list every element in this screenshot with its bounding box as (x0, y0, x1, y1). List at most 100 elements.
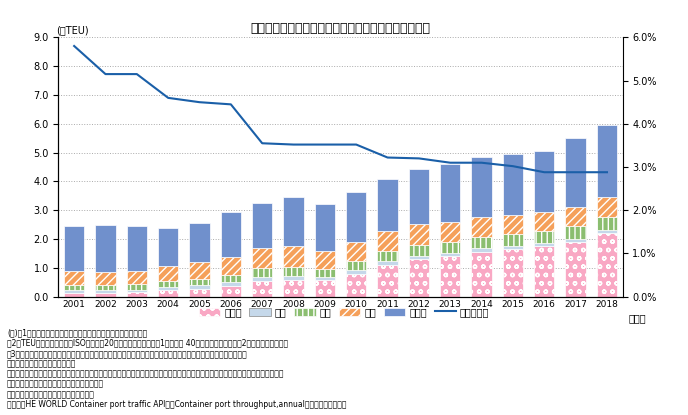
Bar (409, 169, 429, 225)
Bar (64, 293, 85, 297)
Bar (252, 277, 272, 281)
Bar (503, 154, 523, 215)
Bar (127, 271, 147, 284)
Bar (534, 246, 555, 297)
Bar (283, 246, 303, 267)
Bar (189, 289, 210, 297)
Bar (221, 257, 241, 275)
Legend: アジア, 日本, 北米, 欧州, その他, 日本シェア: アジア, 日本, 北米, 欧州, その他, 日本シェア (195, 303, 493, 321)
Bar (189, 223, 210, 262)
Bar (283, 276, 303, 280)
Text: 資料）　HE WORLD Container port traffic API及びContainer port throughput,annualより国土交通省: 資料） HE WORLD Container port traffic API及… (7, 400, 346, 409)
Bar (221, 212, 241, 257)
Bar (283, 197, 303, 246)
Bar (189, 286, 210, 289)
Bar (534, 212, 555, 231)
Bar (346, 261, 367, 270)
Bar (252, 268, 272, 277)
Bar (503, 234, 523, 246)
Bar (378, 251, 398, 261)
Bar (96, 285, 116, 290)
Bar (158, 290, 178, 297)
Bar (503, 215, 523, 234)
Bar (596, 233, 617, 297)
Bar (314, 269, 335, 277)
Bar (221, 286, 241, 297)
Bar (252, 248, 272, 268)
Bar (64, 271, 85, 285)
Bar (64, 290, 85, 293)
Bar (409, 259, 429, 297)
Bar (96, 293, 116, 297)
Text: 3　地域区分　アジア：韓国、中国、香港、台湾、タイ、フィリピン、マレーシア、シンガポール、インドネシア: 3 地域区分 アジア：韓国、中国、香港、台湾、タイ、フィリピン、マレーシア、シン… (7, 349, 248, 358)
Bar (471, 157, 492, 217)
Bar (314, 251, 335, 269)
Bar (471, 237, 492, 248)
Bar (221, 282, 241, 286)
Bar (534, 231, 555, 243)
Bar (283, 267, 303, 276)
Text: (注)、1　主要港湾の合計値で、すべてを網羅するものではない。: (注)、1 主要港湾の合計値で、すべてを網羅するものではない。 (7, 328, 147, 337)
Bar (346, 273, 367, 297)
Bar (596, 197, 617, 217)
Bar (596, 217, 617, 230)
Bar (127, 284, 147, 290)
Bar (158, 287, 178, 290)
Bar (440, 164, 460, 222)
Bar (252, 281, 272, 297)
Bar (566, 239, 585, 242)
Bar (440, 256, 460, 297)
Bar (64, 285, 85, 290)
Bar (96, 290, 116, 293)
Title: 世界の港湾におけるコンテナ取扱個数と日本シェア率: 世界の港湾におけるコンテナ取扱個数と日本シェア率 (250, 22, 431, 35)
Text: (億TEU): (億TEU) (56, 25, 88, 35)
Bar (503, 249, 523, 297)
Bar (596, 125, 617, 197)
Bar (221, 275, 241, 282)
Bar (127, 226, 147, 271)
Bar (440, 222, 460, 242)
Bar (534, 243, 555, 246)
Bar (566, 226, 585, 239)
Bar (409, 244, 429, 256)
Bar (471, 248, 492, 252)
Bar (566, 207, 585, 226)
Bar (471, 252, 492, 297)
Bar (189, 278, 210, 286)
Text: 欧　州：英国、オランダ、ドイツ、イタリア、スペイン、ベルギー、フランス、ギリシャ、アイルランド、スウェーデン、: 欧 州：英国、オランダ、ドイツ、イタリア、スペイン、ベルギー、フランス、ギリシャ… (7, 369, 284, 378)
Bar (346, 270, 367, 273)
Bar (378, 261, 398, 265)
Text: その他：上記以外（日本除く）: その他：上記以外（日本除く） (7, 390, 95, 399)
Bar (96, 272, 116, 285)
Bar (314, 204, 335, 251)
Bar (409, 225, 429, 244)
Bar (96, 225, 116, 272)
Bar (346, 242, 367, 261)
Bar (440, 242, 460, 253)
Bar (378, 231, 398, 251)
Bar (314, 277, 335, 280)
Bar (283, 280, 303, 297)
Bar (158, 281, 178, 287)
Bar (314, 280, 335, 297)
Bar (566, 242, 585, 297)
Bar (409, 256, 429, 259)
Bar (158, 227, 178, 266)
Bar (127, 290, 147, 293)
Bar (127, 293, 147, 297)
Bar (64, 226, 85, 271)
Bar (566, 138, 585, 207)
Bar (596, 230, 617, 233)
Bar (252, 203, 272, 248)
Bar (189, 262, 210, 278)
Text: 2　TEU：国際標準規格（ISO規格）の20フィート・コンテナを1として、 40フィート・コンテナを2として計算する単位: 2 TEU：国際標準規格（ISO規格）の20フィート・コンテナを1として、 40… (7, 339, 288, 348)
Bar (440, 253, 460, 256)
Bar (346, 192, 367, 242)
Text: フィンランド、デンマーク: フィンランド、デンマーク (7, 380, 104, 389)
Bar (158, 266, 178, 281)
Text: 北　米：米国、カナダ: 北 米：米国、カナダ (7, 359, 76, 368)
Bar (503, 246, 523, 249)
Bar (378, 265, 398, 297)
Bar (378, 179, 398, 231)
Bar (534, 151, 555, 212)
